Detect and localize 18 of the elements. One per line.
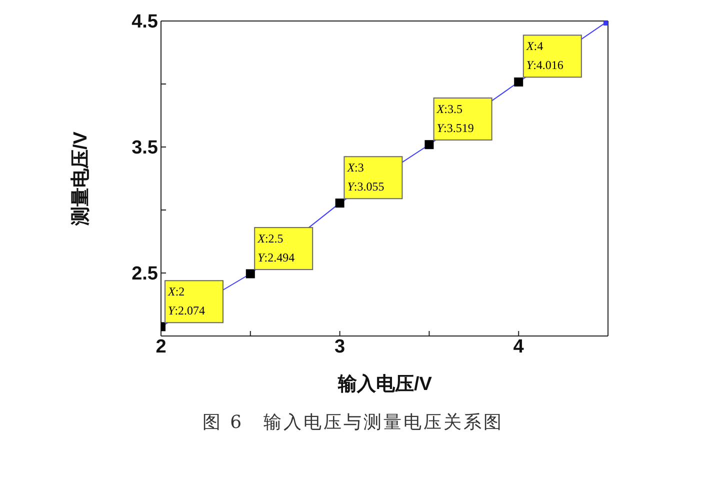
x-axis-title: 输入电压/V (337, 373, 432, 395)
x-tick-label: 2 (156, 336, 166, 358)
y-tick-label: 4.5 (132, 12, 158, 33)
point (514, 77, 524, 86)
y-tick-label: 3.5 (132, 138, 158, 159)
annotation: X:4 Y:4.016 (525, 39, 564, 72)
x-tick-label: 3 (334, 336, 346, 358)
caption: 图 6 输入电压与测量电压关系图 (201, 411, 505, 434)
point (335, 198, 344, 208)
annotation: X:3 Y:3.055 (346, 160, 384, 194)
y-tick-label: 2.5 (132, 264, 158, 285)
annotation: X:2.5 Y:2.494 (256, 232, 295, 265)
y-axis-title: 测量电压/V (70, 131, 92, 226)
point (424, 140, 434, 150)
annotation: X:2 Y:2.074 (167, 284, 206, 318)
x-tick-label: 4 (513, 336, 524, 358)
annotation: X:3.5 Y:3.519 (436, 102, 474, 135)
point (246, 269, 255, 278)
